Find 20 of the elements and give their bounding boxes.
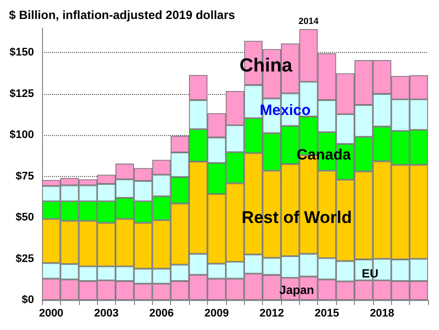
text: 2014 <box>298 16 319 26</box>
y-tick-label: $75 <box>16 170 34 182</box>
x-tick-label: 2012 <box>260 308 284 320</box>
series-label: Mexico <box>260 102 311 119</box>
x-tick-label: 2000 <box>38 308 64 320</box>
y-tick-label: $50 <box>16 212 34 224</box>
x-tick-label: 2003 <box>94 308 119 320</box>
series-label: China <box>239 55 293 76</box>
y-tick-label: $150 <box>10 46 34 59</box>
x-tick-label: 2015 <box>314 308 340 320</box>
x-tick-label: 2006 <box>149 308 174 320</box>
series-label: Japan <box>279 283 314 298</box>
y-tick-label: $125 <box>10 88 34 100</box>
x-tick-label: 2009 <box>204 308 229 320</box>
x-tick-label: 2018 <box>370 308 394 320</box>
series-label: EU <box>362 266 378 281</box>
chart-title: $ Billion, inflation-adjusted 2019 dollars <box>9 8 236 22</box>
y-tick-label: $100 <box>10 129 34 142</box>
y-tick-label: $0 <box>22 294 34 306</box>
y-tick-label: $25 <box>16 252 34 265</box>
